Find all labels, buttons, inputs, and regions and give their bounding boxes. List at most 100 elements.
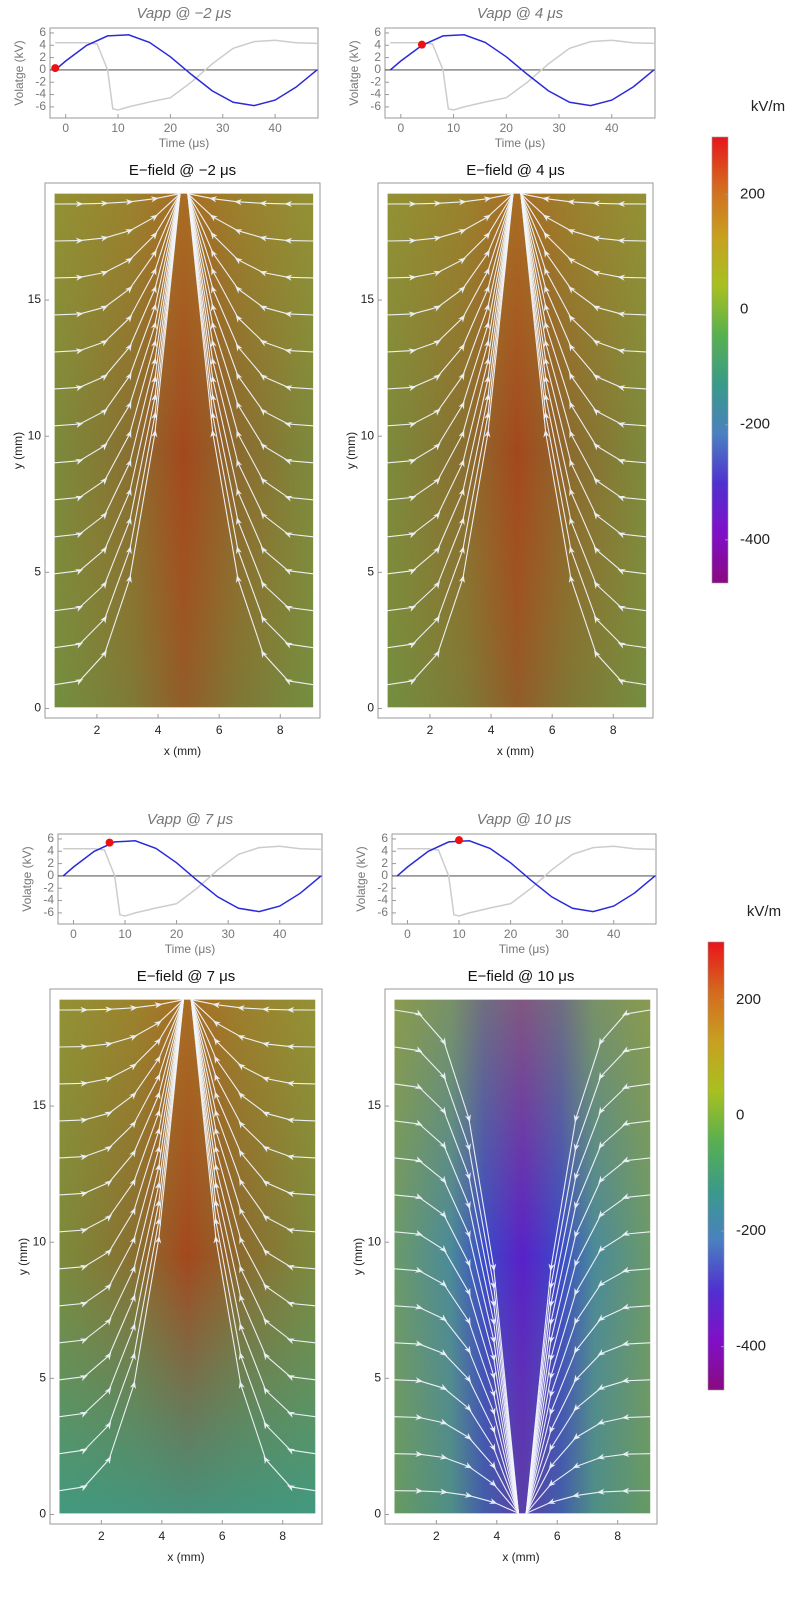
x-tick-label: 40 (607, 927, 621, 941)
x-tick-label: 10 (111, 121, 125, 135)
voltage-line (62, 840, 322, 913)
x-tick-label: 8 (277, 723, 284, 737)
y-tick-label: -4 (43, 893, 54, 907)
streamline (190, 999, 316, 1492)
colorbar-title: kV/m (751, 98, 785, 115)
y-tick-label: 10 (28, 428, 42, 442)
y-axis-label: y (mm) (16, 1238, 30, 1275)
streamline (394, 1487, 519, 1514)
y-axis-label: y (mm) (344, 432, 358, 469)
x-tick-label: 10 (447, 121, 461, 135)
voltage-line (54, 34, 318, 107)
field-map-shade (394, 999, 651, 1514)
x-tick-label: 40 (268, 121, 282, 135)
x-tick-label: 2 (98, 1529, 105, 1543)
x-tick-label: 30 (221, 927, 235, 941)
x-tick-label: 0 (70, 927, 77, 941)
time-marker (51, 64, 60, 73)
streamline (520, 193, 647, 208)
x-tick-label: 6 (549, 723, 556, 737)
streamline (394, 1413, 519, 1514)
plot-frame (44, 182, 321, 719)
y-tick-label: -4 (377, 893, 388, 907)
y-tick-label: 6 (381, 831, 388, 845)
plot-frame (49, 988, 323, 1525)
y-axis-label: Volatge (kV) (347, 40, 361, 105)
y-tick-label: 10 (368, 1234, 382, 1248)
field-chart: 2 4 6 8 0 5 10 15 E−field @ −2 μs x (mm) y (mm) (11, 162, 321, 758)
y-tick-label: -6 (370, 99, 381, 113)
x-tick-label: 30 (216, 121, 230, 135)
streamline (54, 193, 181, 686)
y-tick-label: 10 (361, 428, 375, 442)
y-tick-label: -4 (35, 87, 46, 101)
x-axis-label: x (mm) (164, 744, 201, 758)
streamline (525, 1303, 651, 1514)
colorbar-tick-label: 200 (740, 186, 765, 203)
x-tick-label: 4 (493, 1529, 500, 1543)
plot-frame (391, 833, 657, 925)
streamline (59, 999, 185, 1492)
y-tick-label: 5 (34, 565, 41, 579)
y-tick-label: 2 (39, 50, 46, 64)
colorbar: 200 0 -200 -400 kV/m (707, 903, 781, 1391)
plot-frame (49, 27, 319, 119)
x-tick-label: 4 (155, 723, 162, 737)
chart-title: Vapp @ 10 μs (477, 811, 572, 828)
streamline (525, 1340, 651, 1514)
y-tick-label: 0 (34, 701, 41, 715)
chart-title: E−field @ 7 μs (137, 968, 236, 985)
x-tick-label: 4 (488, 723, 495, 737)
x-tick-label: 8 (279, 1529, 286, 1543)
chart-title: Vapp @ 7 μs (147, 811, 234, 828)
x-tick-label: 30 (552, 121, 566, 135)
streamline (387, 193, 514, 208)
x-tick-label: 6 (219, 1529, 226, 1543)
y-axis-label: Volatge (kV) (354, 846, 368, 911)
y-tick-label: 15 (28, 292, 42, 306)
colorbar-tick-label: 0 (740, 301, 748, 318)
streamline (59, 999, 184, 1014)
y-tick-label: 0 (39, 62, 46, 76)
voltage-line (63, 845, 322, 917)
x-axis-label: x (mm) (497, 744, 534, 758)
streamline (394, 1450, 519, 1514)
colorbar-tick-label: -200 (736, 1222, 766, 1239)
colorbar-ramp (707, 941, 725, 1391)
y-tick-label: -2 (377, 880, 388, 894)
y-axis-label: Volatge (kV) (20, 846, 34, 911)
y-tick-label: 6 (47, 831, 54, 845)
plot-frame (377, 182, 654, 719)
y-tick-label: -2 (43, 880, 54, 894)
streamline (394, 1266, 520, 1514)
x-tick-label: 0 (62, 121, 69, 135)
chart-title: E−field @ 4 μs (466, 162, 565, 179)
chart-title: Vapp @ 4 μs (477, 5, 564, 22)
y-tick-label: 2 (374, 50, 381, 64)
y-tick-label: -2 (370, 74, 381, 88)
y-tick-label: 10 (33, 1234, 47, 1248)
y-tick-label: 5 (39, 1371, 46, 1385)
colorbar-ramp (711, 136, 729, 584)
y-tick-label: 4 (47, 843, 54, 857)
y-tick-label: -6 (377, 905, 388, 919)
x-tick-label: 20 (170, 927, 184, 941)
y-tick-label: 15 (33, 1098, 47, 1112)
colorbar-tick-label: 200 (736, 991, 761, 1008)
x-tick-label: 40 (605, 121, 619, 135)
streamline (525, 1266, 651, 1514)
plot-frame (384, 988, 658, 1525)
y-tick-label: 4 (39, 37, 46, 51)
colorbar: 200 0 -200 -400 kV/m (711, 98, 785, 584)
x-tick-label: 0 (397, 121, 404, 135)
x-axis-label: Time (μs) (495, 136, 545, 150)
colorbar-tick-label: -200 (740, 416, 770, 433)
y-tick-label: 4 (374, 37, 381, 51)
streamline (54, 193, 181, 208)
y-axis-label: Volatge (kV) (12, 40, 26, 105)
